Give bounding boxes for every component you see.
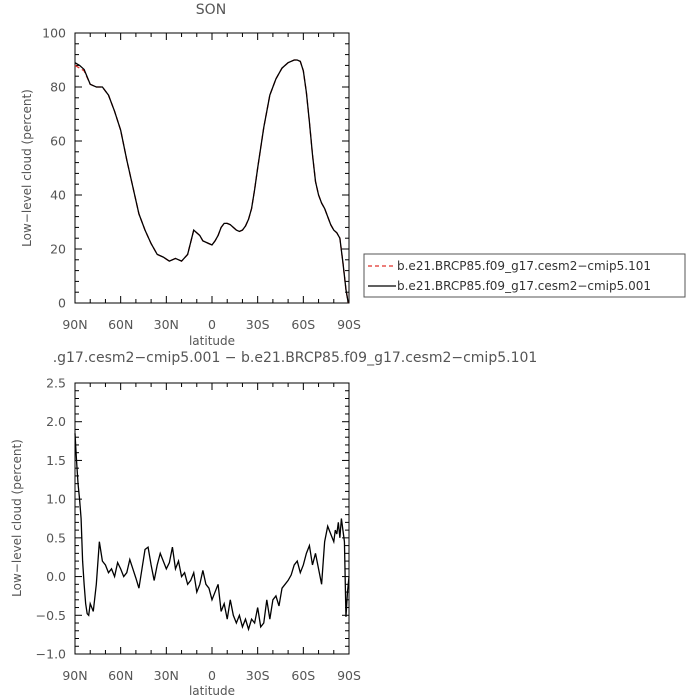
top-y-tick-label: 20 bbox=[50, 242, 66, 257]
bottom-y-tick-label: 2.5 bbox=[46, 376, 66, 391]
bottom-y-tick-label: 2.0 bbox=[46, 414, 66, 429]
bottom-y-tick-label: −1.0 bbox=[36, 647, 66, 662]
top-x-tick-label: 90N bbox=[62, 317, 87, 332]
legend-label: b.e21.BRCP85.f09_g17.cesm2−cmip5.001 bbox=[397, 279, 651, 293]
top-series-group bbox=[74, 59, 349, 304]
top-x-tick-label: 0 bbox=[208, 317, 216, 332]
bottom-x-tick-label: 0 bbox=[208, 668, 216, 683]
bottom-y-tick-label: −0.5 bbox=[36, 608, 66, 623]
bottom-x-axis-label: latitude bbox=[189, 684, 235, 698]
legend-label: b.e21.BRCP85.f09_g17.cesm2−cmip5.101 bbox=[397, 259, 651, 273]
bottom-x-tick-label: 60N bbox=[108, 668, 133, 683]
top-ticks bbox=[74, 32, 350, 304]
bottom-series-group bbox=[74, 433, 350, 632]
top-chart-title: SON bbox=[196, 2, 226, 18]
top-x-axis-label: latitude bbox=[189, 334, 235, 348]
top-y-tick-label: 100 bbox=[42, 26, 66, 41]
bottom-series-line-solid bbox=[74, 433, 350, 632]
top-x-tick-label: 30N bbox=[154, 317, 179, 332]
bottom-x-tick-label: 90N bbox=[62, 668, 87, 683]
bottom-x-tick-label: 90S bbox=[337, 668, 361, 683]
bottom-y-tick-label: 0.5 bbox=[46, 530, 66, 545]
bottom-y-axis-label: Low−level cloud (percent) bbox=[10, 439, 24, 597]
top-x-tick-label: 90S bbox=[337, 317, 361, 332]
bottom-plot-frame bbox=[74, 382, 350, 655]
bottom-y-tick-label: 1.5 bbox=[46, 453, 66, 468]
top-y-tick-label: 60 bbox=[50, 134, 66, 149]
top-y-tick-label: 40 bbox=[50, 188, 66, 203]
top-y-tick-label: 0 bbox=[58, 296, 66, 311]
top-x-tick-label: 60S bbox=[291, 317, 315, 332]
bottom-x-tick-label: 30N bbox=[154, 668, 179, 683]
legend-box bbox=[363, 253, 686, 298]
top-plot-frame bbox=[74, 32, 350, 304]
top-x-tick-label: 30S bbox=[246, 317, 270, 332]
top-panel: SON 90N 60N 30N 0 30S 60S 90S 0 20 40 60… bbox=[20, 2, 361, 348]
bottom-chart-title: .g17.cesm2−cmip5.001 − b.e21.BRCP85.f09_… bbox=[53, 350, 538, 366]
top-series-line-solid bbox=[74, 59, 349, 304]
top-y-axis-label: Low−level cloud (percent) bbox=[20, 89, 34, 247]
top-y-tick-label: 80 bbox=[50, 80, 66, 95]
top-x-tick-label: 60N bbox=[108, 317, 133, 332]
legend: b.e21.BRCP85.f09_g17.cesm2−cmip5.101 b.e… bbox=[363, 253, 686, 298]
bottom-x-tick-label: 60S bbox=[291, 668, 315, 683]
bottom-y-tick-label: 1.0 bbox=[46, 492, 66, 507]
bottom-panel: .g17.cesm2−cmip5.001 − b.e21.BRCP85.f09_… bbox=[10, 350, 537, 698]
bottom-ticks bbox=[74, 382, 350, 655]
bottom-x-tick-label: 30S bbox=[246, 668, 270, 683]
bottom-y-tick-label: 0.0 bbox=[46, 569, 66, 584]
